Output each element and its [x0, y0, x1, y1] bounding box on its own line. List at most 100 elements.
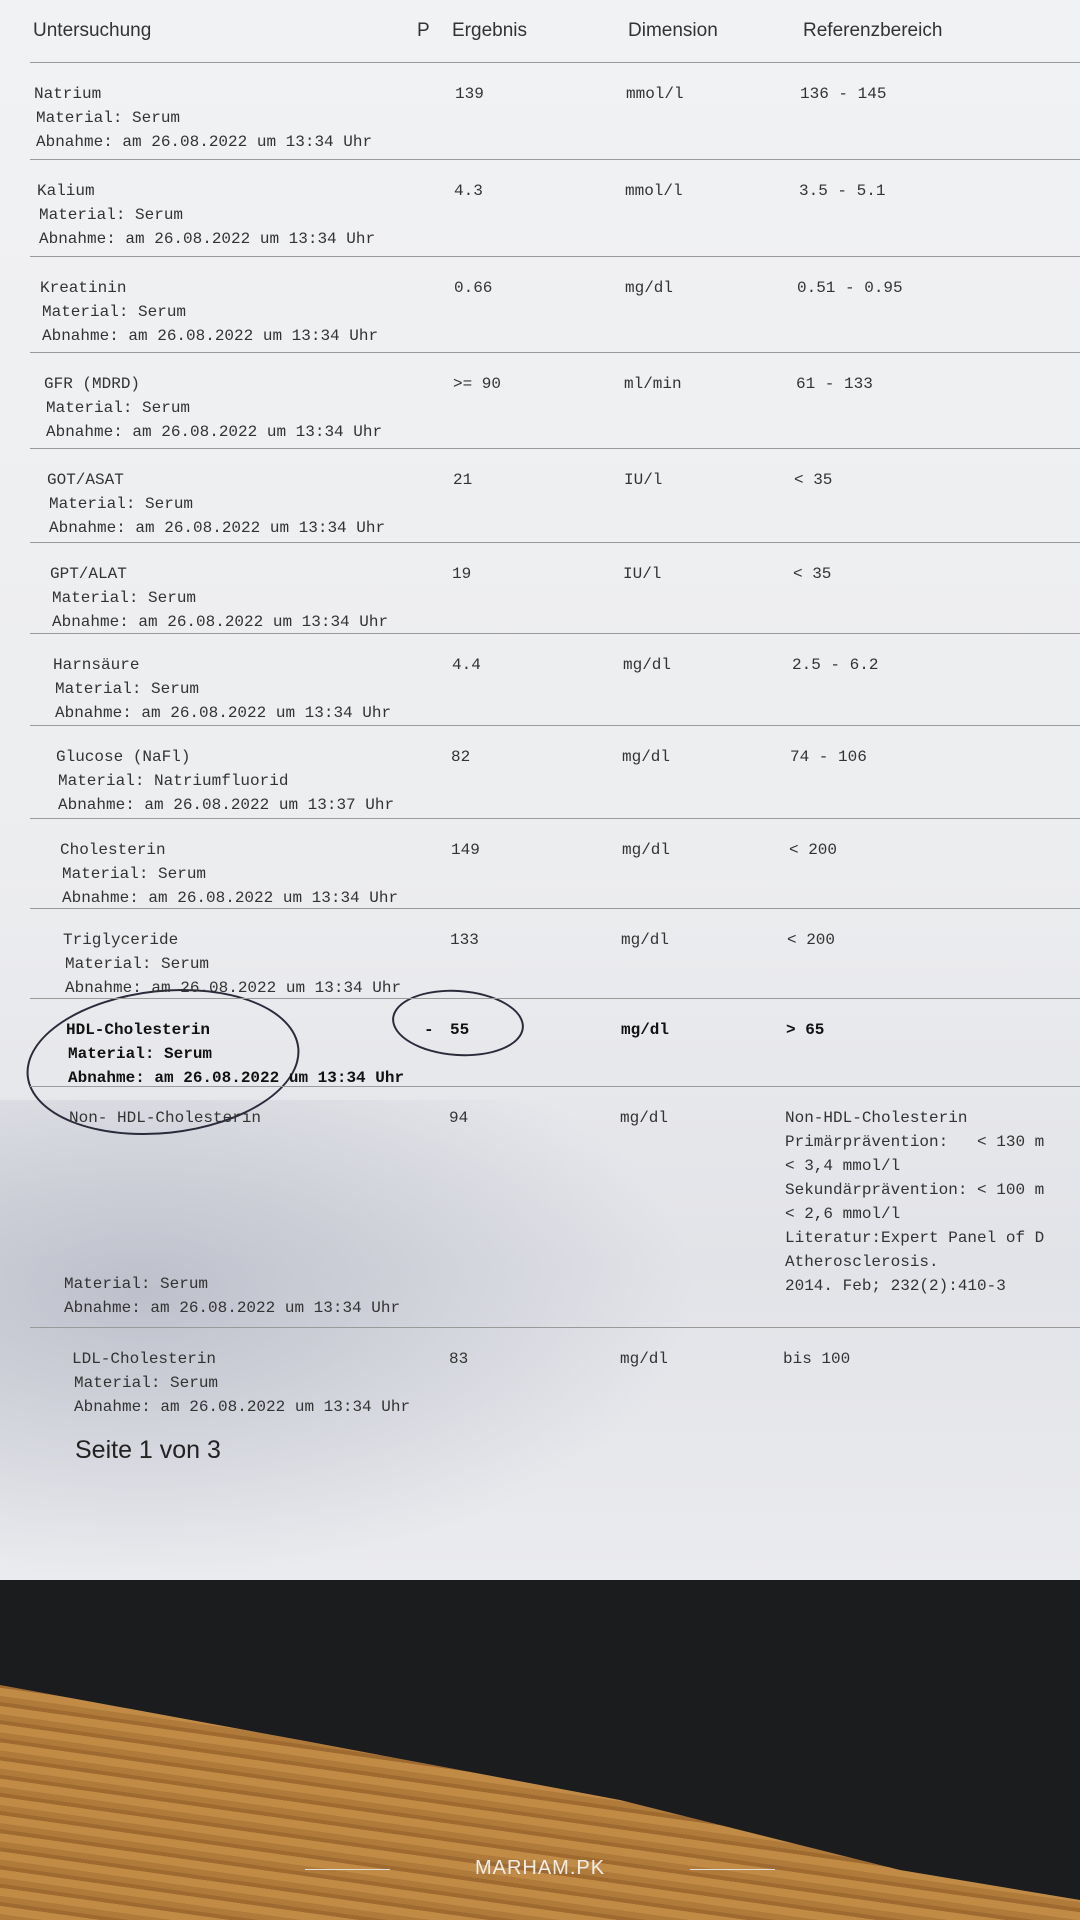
test-reference-range: < 200 — [787, 931, 836, 949]
test-unit: mg/dl — [620, 1350, 669, 1368]
test-material: Material: Serum — [49, 495, 194, 513]
test-reference-range: 74 - 106 — [790, 748, 867, 766]
divider — [30, 256, 1080, 257]
test-result: 19 — [452, 565, 472, 583]
test-result: 4.3 — [454, 182, 483, 200]
test-unit: mg/dl — [621, 1021, 670, 1039]
test-name: LDL-Cholesterin — [72, 1350, 217, 1368]
divider — [30, 908, 1080, 909]
divider — [30, 998, 1080, 999]
shadow — [0, 1100, 700, 1580]
test-unit: mg/dl — [621, 931, 670, 949]
test-result: >= 90 — [453, 375, 502, 393]
test-unit: ml/min — [624, 375, 682, 393]
test-name: GFR (MDRD) — [44, 375, 141, 393]
divider — [30, 352, 1080, 353]
divider — [30, 542, 1080, 543]
test-abnahme: Abnahme: am 26.08.2022 um 13:34 Uhr — [62, 889, 399, 907]
test-material: Material: Serum — [39, 206, 184, 224]
page-number: Seite 1 von 3 — [75, 1436, 221, 1464]
test-abnahme: Abnahme: am 26.08.2022 um 13:34 Uhr — [65, 979, 402, 997]
test-abnahme: Abnahme: am 26.08.2022 um 13:34 Uhr — [74, 1398, 411, 1416]
test-reference-range: Non-HDL-Cholesterin Primärprävention: < … — [785, 1109, 1045, 1295]
test-reference-range: bis 100 — [783, 1350, 851, 1368]
test-result: 0.66 — [454, 279, 493, 297]
test-unit: mg/dl — [622, 748, 671, 766]
test-unit: mg/dl — [622, 841, 671, 859]
test-unit: mg/dl — [625, 279, 674, 297]
test-reference-range: 0.51 - 0.95 — [797, 279, 903, 297]
divider — [30, 818, 1080, 819]
test-unit: mmol/l — [626, 85, 684, 103]
test-name: Natrium — [34, 85, 102, 103]
test-abnahme: Abnahme: am 26.08.2022 um 13:34 Uhr — [49, 519, 386, 537]
test-reference-range: 136 - 145 — [800, 85, 887, 103]
test-abnahme: Abnahme: am 26.08.2022 um 13:34 Uhr — [39, 230, 376, 248]
test-result: 133 — [450, 931, 479, 949]
test-result: 55 — [450, 1021, 470, 1039]
test-material: Material: Serum — [52, 589, 197, 607]
test-result: 82 — [451, 748, 471, 766]
test-abnahme: Abnahme: am 26.08.2022 um 13:34 Uhr — [55, 704, 392, 722]
header-referenzbereich: Referenzbereich — [803, 20, 943, 41]
divider — [30, 448, 1080, 449]
test-abnahme: Abnahme: am 26.08.2022 um 13:34 Uhr — [52, 613, 389, 631]
test-unit: IU/l — [623, 565, 662, 583]
test-reference-range: 3.5 - 5.1 — [799, 182, 886, 200]
test-name: HDL-Cholesterin — [66, 1021, 211, 1039]
test-name: GOT/ASAT — [47, 471, 124, 489]
test-unit: mg/dl — [623, 656, 672, 674]
test-material: Material: Serum — [65, 955, 210, 973]
test-reference-range: 61 - 133 — [796, 375, 873, 393]
test-name: Kalium — [37, 182, 95, 200]
test-name: Kreatinin — [40, 279, 127, 297]
test-unit: mmol/l — [625, 182, 683, 200]
test-abnahme: Abnahme: am 26.08.2022 um 13:34 Uhr — [68, 1069, 405, 1087]
test-reference-range: < 35 — [794, 471, 833, 489]
result-flag: - — [424, 1021, 434, 1039]
header-untersuchung: Untersuchung — [33, 20, 152, 41]
header-p: P — [417, 20, 430, 41]
test-material: Material: Serum — [74, 1374, 219, 1392]
test-name: Cholesterin — [60, 841, 166, 859]
divider — [30, 1086, 1080, 1087]
test-abnahme: Abnahme: am 26.08.2022 um 13:37 Uhr — [58, 796, 395, 814]
divider — [30, 633, 1080, 634]
test-material: Material: Serum — [62, 865, 207, 883]
test-name: Triglyceride — [63, 931, 179, 949]
test-abnahme: Abnahme: am 26.08.2022 um 13:34 Uhr — [64, 1299, 401, 1317]
test-result: 149 — [451, 841, 480, 859]
test-result: 139 — [455, 85, 484, 103]
test-name: Non- HDL-Cholesterin — [69, 1109, 262, 1127]
header-dimension: Dimension — [628, 20, 718, 41]
test-unit: IU/l — [624, 471, 663, 489]
test-material: Material: Serum — [36, 109, 181, 127]
divider — [30, 725, 1080, 726]
test-result: 83 — [449, 1350, 469, 1368]
test-reference-range: < 200 — [789, 841, 838, 859]
test-material: Material: Serum — [55, 680, 200, 698]
lab-report-page: Untersuchung P Ergebnis Dimension Refere… — [0, 0, 1080, 1580]
test-name: Glucose (NaFl) — [56, 748, 191, 766]
header-ergebnis: Ergebnis — [452, 20, 527, 41]
test-abnahme: Abnahme: am 26.08.2022 um 13:34 Uhr — [46, 423, 383, 441]
test-material: Material: Serum — [64, 1275, 209, 1293]
divider — [30, 1327, 1080, 1328]
test-reference-range: > 65 — [786, 1021, 825, 1039]
test-result: 94 — [449, 1109, 469, 1127]
test-reference-range: < 35 — [793, 565, 832, 583]
test-material: Material: Serum — [42, 303, 187, 321]
divider — [30, 62, 1080, 63]
test-unit: mg/dl — [620, 1109, 669, 1127]
test-reference-range: 2.5 - 6.2 — [792, 656, 879, 674]
test-result: 4.4 — [452, 656, 481, 674]
test-name: GPT/ALAT — [50, 565, 127, 583]
test-abnahme: Abnahme: am 26.08.2022 um 13:34 Uhr — [36, 133, 373, 151]
test-material: Material: Serum — [68, 1045, 213, 1063]
divider — [30, 159, 1080, 160]
test-result: 21 — [453, 471, 473, 489]
test-name: Harnsäure — [53, 656, 140, 674]
test-material: Material: Serum — [46, 399, 191, 417]
test-abnahme: Abnahme: am 26.08.2022 um 13:34 Uhr — [42, 327, 379, 345]
watermark: MARHAM.PK — [305, 1857, 775, 1880]
